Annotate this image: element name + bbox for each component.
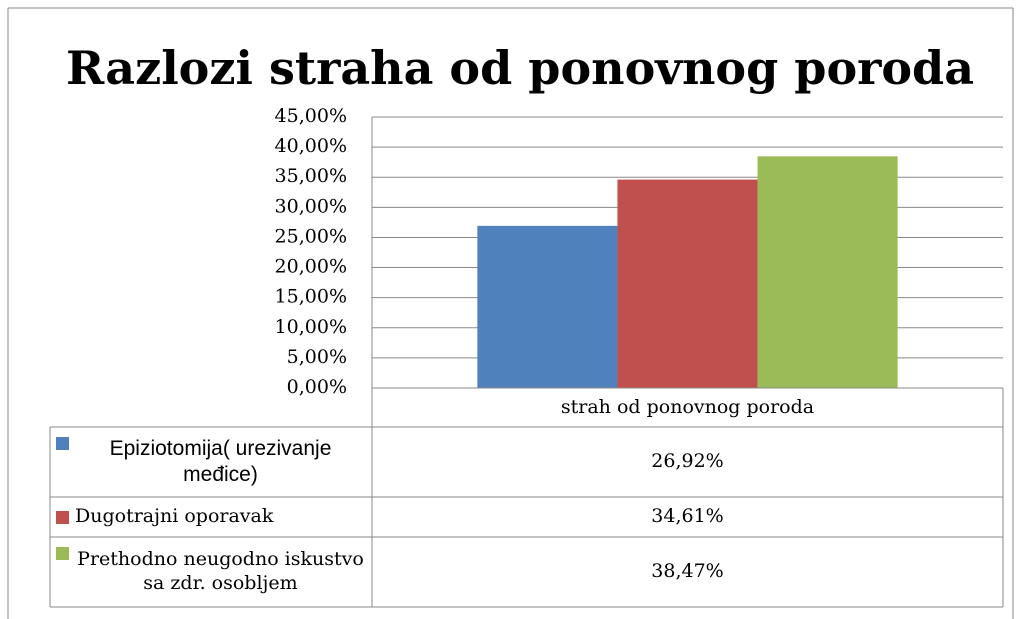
legend-swatch <box>56 510 69 524</box>
y-tick-label: 10,00% <box>275 316 347 338</box>
y-tick-label: 35,00% <box>275 165 347 187</box>
legend-entry: Dugotrajni oporavak <box>50 497 372 537</box>
category-label: strah od ponovnog poroda <box>560 395 815 418</box>
legend-label: Epiziotomija( urezivanje međice) <box>109 436 332 486</box>
y-tick-label: 40,00% <box>275 135 347 157</box>
chart-title: Razlozi straha od ponovnog poroda <box>66 41 974 95</box>
bar <box>617 179 758 388</box>
y-tick-label: 20,00% <box>275 256 347 278</box>
value-label: 34,61% <box>651 505 724 528</box>
y-tick-label: 45,00% <box>275 105 347 127</box>
legend-label: Prethodno neugodno iskustvo sa zdr. osob… <box>77 548 364 594</box>
y-tick-label: 0,00% <box>287 376 347 398</box>
legend-entry: Prethodno neugodno iskustvo sa zdr. osob… <box>50 537 372 607</box>
value-label: 38,47% <box>651 560 724 583</box>
legend-swatch <box>56 437 69 450</box>
bar <box>477 225 618 388</box>
y-tick-label: 25,00% <box>275 225 347 247</box>
value-label: 26,92% <box>651 450 724 473</box>
legend-swatch <box>56 547 69 560</box>
legend-entry: Epiziotomija( urezivanje međice) <box>50 427 372 497</box>
y-tick-label: 5,00% <box>287 346 347 368</box>
legend-label: Dugotrajni oporavak <box>75 505 274 528</box>
y-tick-label: 15,00% <box>275 286 347 308</box>
y-tick-label: 30,00% <box>275 195 347 217</box>
bar <box>757 156 898 388</box>
